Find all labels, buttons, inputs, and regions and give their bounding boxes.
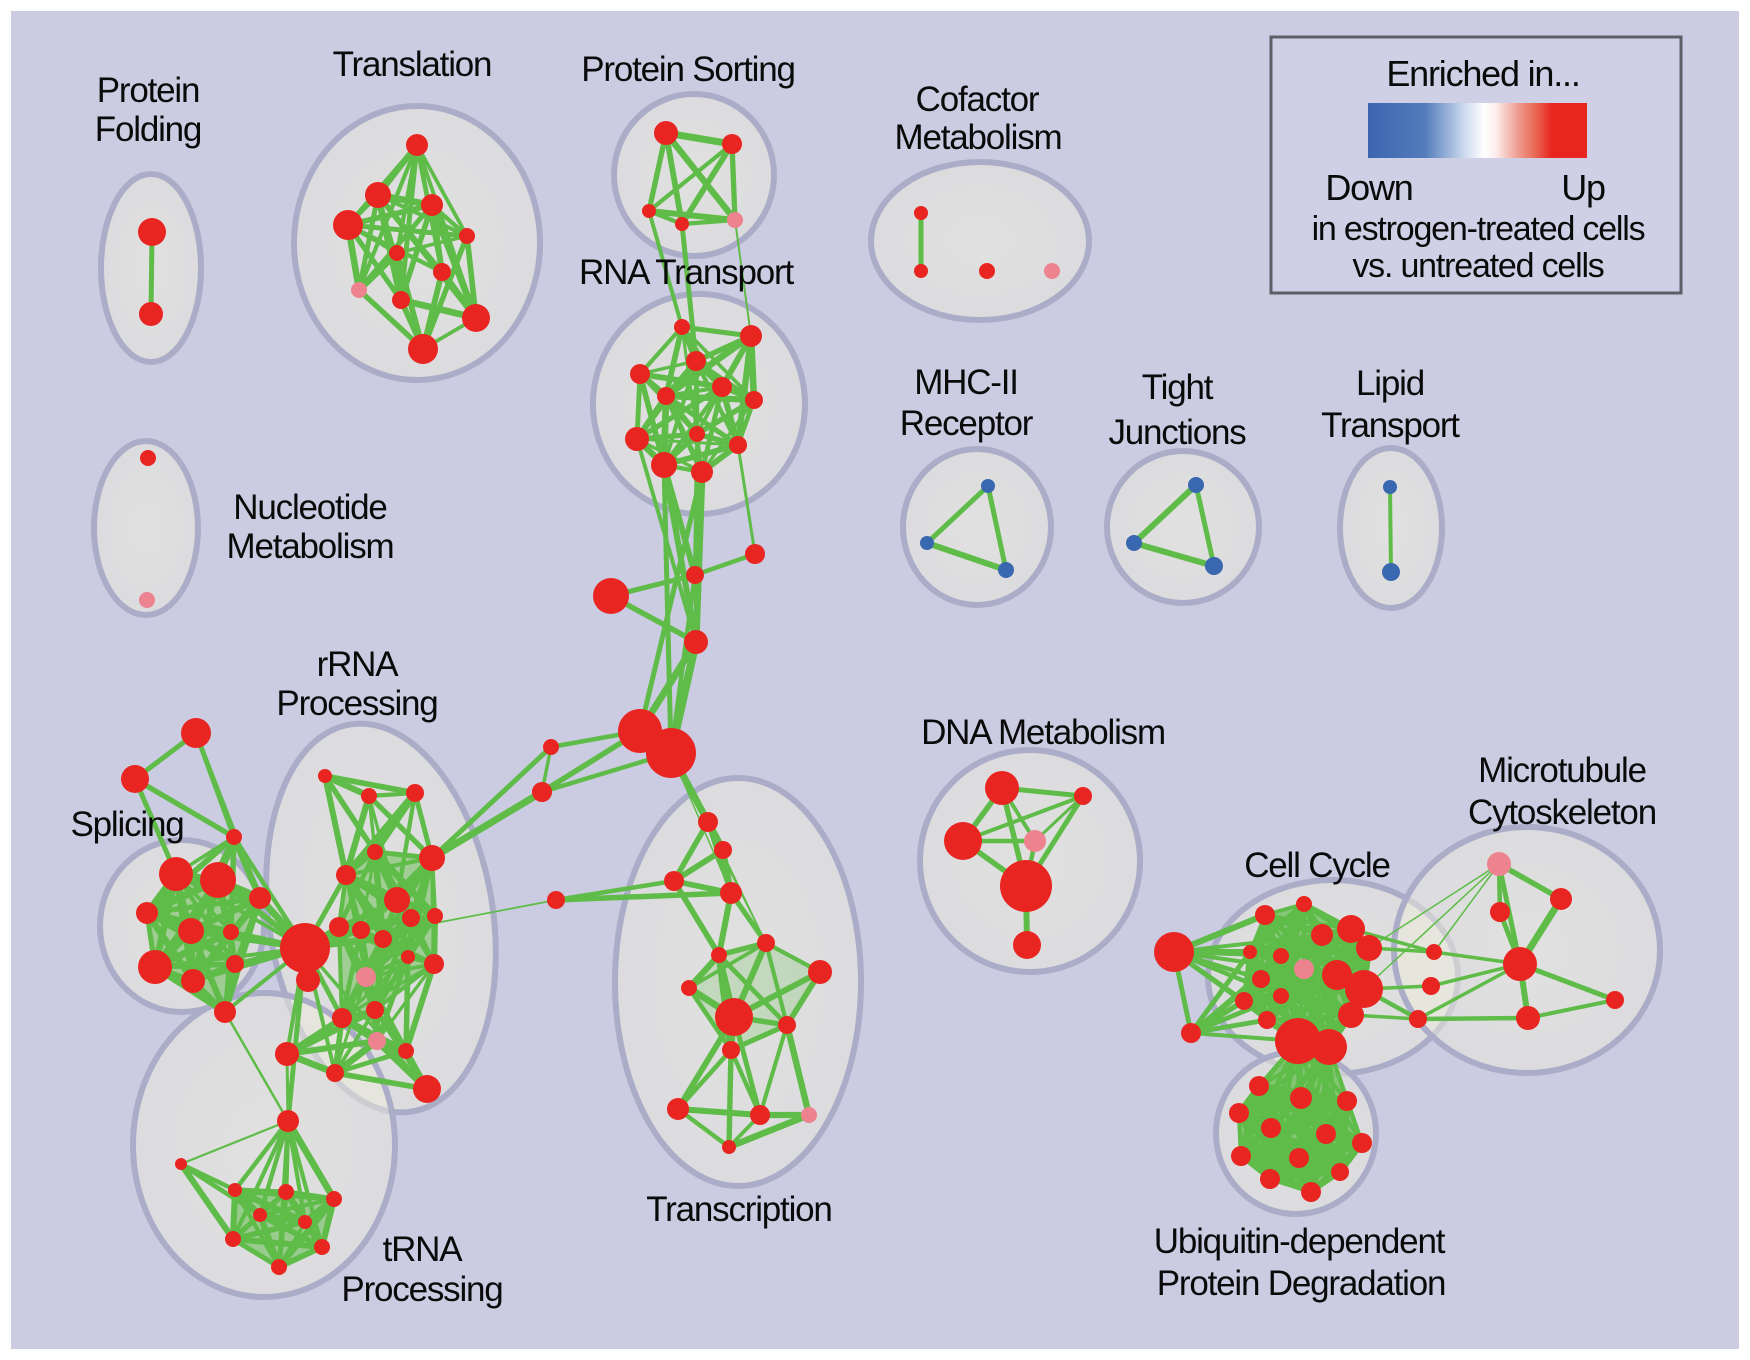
svg-text:Lipid: Lipid <box>1356 364 1424 403</box>
svg-text:Tight: Tight <box>1142 368 1214 407</box>
svg-text:Metabolism: Metabolism <box>895 118 1062 157</box>
svg-text:RNA Transport: RNA Transport <box>579 253 794 292</box>
svg-text:MHC-II: MHC-II <box>914 363 1018 402</box>
svg-text:Microtubule: Microtubule <box>1478 751 1646 790</box>
svg-text:Cofactor: Cofactor <box>916 80 1040 119</box>
svg-text:Processing: Processing <box>276 684 437 723</box>
svg-text:Protein: Protein <box>97 71 200 110</box>
svg-text:Translation: Translation <box>333 45 492 84</box>
svg-text:Cytoskeleton: Cytoskeleton <box>1468 793 1656 832</box>
svg-text:tRNA: tRNA <box>383 1230 464 1269</box>
svg-text:Transport: Transport <box>1321 406 1460 445</box>
svg-text:Cell Cycle: Cell Cycle <box>1244 846 1390 885</box>
svg-text:Receptor: Receptor <box>900 404 1034 443</box>
svg-text:Up: Up <box>1561 167 1605 208</box>
svg-text:Nucleotide: Nucleotide <box>233 488 386 527</box>
svg-text:Protein Sorting: Protein Sorting <box>581 50 795 89</box>
svg-text:Splicing: Splicing <box>71 805 184 844</box>
svg-text:Metabolism: Metabolism <box>227 527 394 566</box>
svg-text:Enriched in...: Enriched in... <box>1386 53 1579 94</box>
svg-text:Folding: Folding <box>95 110 201 149</box>
svg-text:rRNA: rRNA <box>317 645 400 684</box>
svg-text:Down: Down <box>1325 167 1412 208</box>
svg-text:DNA Metabolism: DNA Metabolism <box>921 713 1165 752</box>
svg-text:Processing: Processing <box>341 1270 502 1309</box>
svg-text:Transcription: Transcription <box>646 1190 831 1229</box>
svg-text:Protein Degradation: Protein Degradation <box>1157 1264 1446 1303</box>
svg-text:vs. untreated cells: vs. untreated cells <box>1352 247 1603 285</box>
svg-text:Ubiquitin-dependent: Ubiquitin-dependent <box>1154 1222 1446 1261</box>
svg-text:in estrogen-treated cells: in estrogen-treated cells <box>1312 210 1645 248</box>
svg-text:Junctions: Junctions <box>1108 413 1246 452</box>
